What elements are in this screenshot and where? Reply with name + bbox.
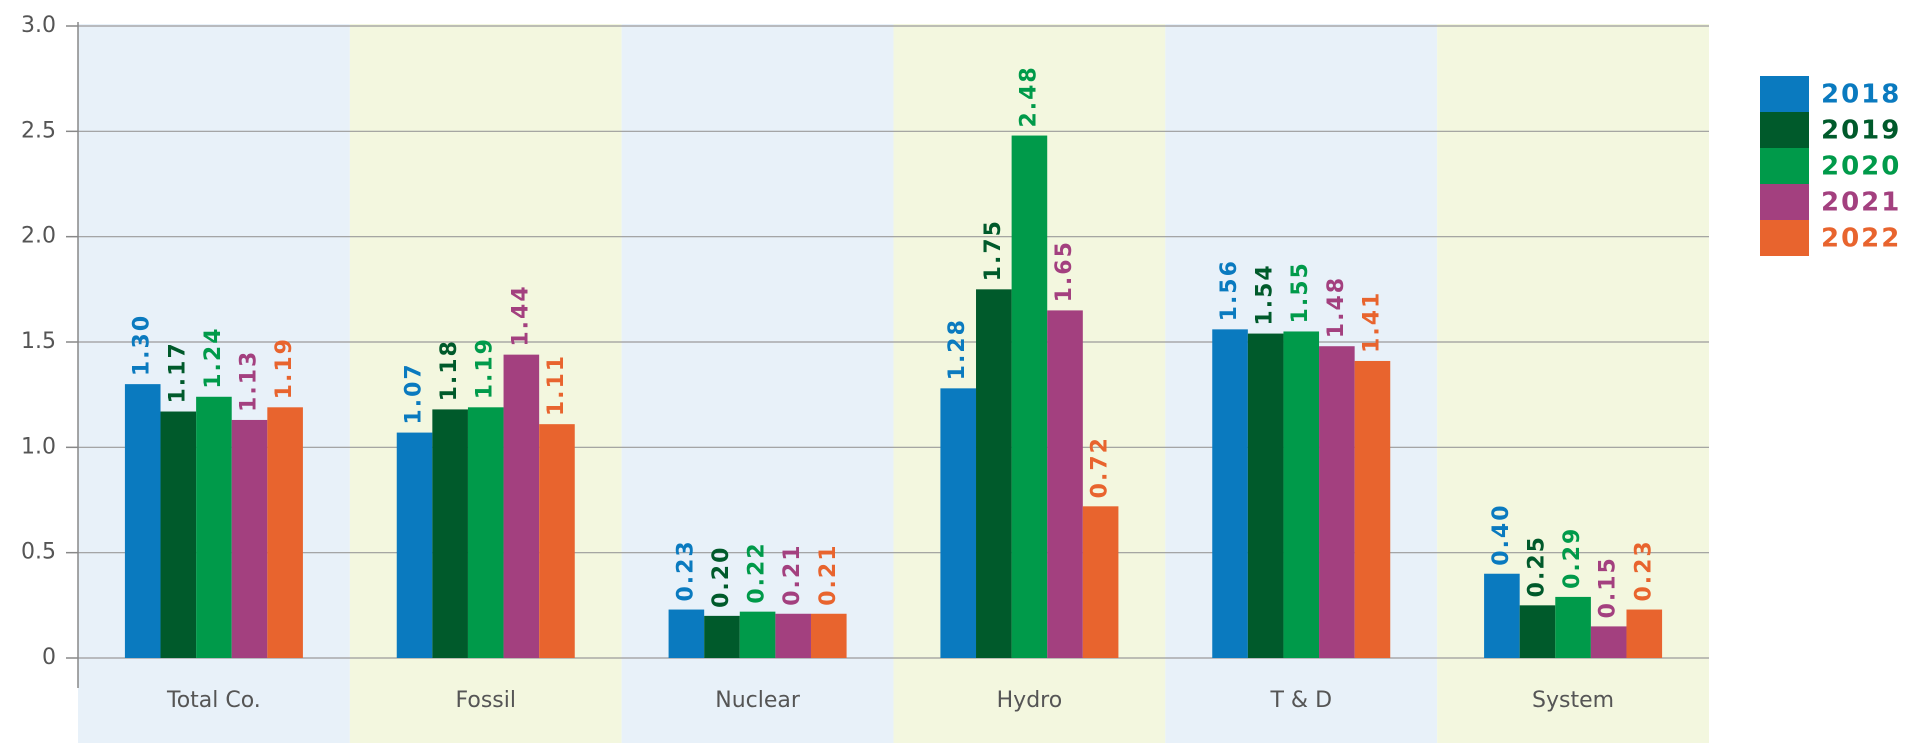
bar [396, 432, 433, 658]
value-label: 1.48 [1324, 276, 1349, 338]
value-label: 2.48 [1016, 65, 1041, 127]
bar [775, 613, 811, 658]
bar [1247, 333, 1284, 658]
bar [467, 407, 504, 658]
value-label: 1.75 [981, 219, 1006, 281]
value-label: 1.44 [508, 284, 533, 346]
bar [1555, 596, 1591, 658]
bar [267, 407, 303, 658]
value-label: 0.23 [673, 539, 698, 601]
value-label: 0.15 [1596, 556, 1621, 618]
value-label: 1.56 [1217, 259, 1242, 321]
value-label: 0.23 [1631, 539, 1656, 601]
bar [1011, 135, 1048, 659]
value-label: 1.07 [402, 362, 427, 424]
bar [1354, 360, 1391, 658]
value-label: 0.20 [709, 546, 734, 608]
legend-label: 2022 [1821, 224, 1901, 254]
y-tick-label: 2.0 [21, 224, 56, 249]
value-label: 0.72 [1088, 436, 1113, 498]
value-label: 1.30 [130, 314, 155, 376]
x-tick-label: T & D [1269, 688, 1332, 713]
legend-swatch [1760, 220, 1809, 256]
y-tick-label: 3.0 [21, 13, 56, 38]
y-tick-label: 1.5 [21, 329, 56, 354]
value-label: 0.21 [780, 543, 805, 605]
x-tick-label: System [1532, 688, 1614, 713]
legend-label: 2019 [1821, 116, 1901, 146]
bar [196, 396, 232, 658]
bar [940, 388, 977, 658]
bar [1319, 346, 1355, 658]
value-label: 1.54 [1253, 263, 1278, 325]
legend-swatch [1760, 184, 1809, 220]
value-label: 1.19 [272, 337, 297, 399]
y-tick-label: 2.5 [21, 118, 56, 143]
bar [1484, 573, 1520, 658]
bar [539, 424, 575, 658]
x-tick-label: Hydro [997, 688, 1063, 713]
y-tick-label: 0 [42, 645, 56, 670]
y-tick-label: 1.0 [21, 434, 56, 459]
value-label: 0.21 [816, 543, 841, 605]
x-tick-label: Total Co. [166, 688, 261, 713]
value-label: 1.24 [201, 326, 226, 388]
value-label: 0.29 [1560, 527, 1585, 589]
bar [1283, 331, 1320, 658]
bar [124, 384, 161, 658]
bar [160, 411, 197, 658]
bar [1047, 310, 1083, 658]
bar [231, 419, 268, 658]
value-label: 1.65 [1052, 240, 1077, 302]
legend-label: 2021 [1821, 188, 1901, 218]
value-label: 0.40 [1489, 503, 1514, 565]
legend-swatch [1760, 148, 1809, 184]
value-label: 1.17 [165, 341, 190, 403]
value-label: 1.11 [544, 354, 569, 416]
value-label: 1.19 [473, 337, 498, 399]
x-tick-label: Nuclear [715, 688, 801, 713]
legend-label: 2020 [1821, 152, 1901, 182]
legend-swatch [1760, 112, 1809, 148]
bar [1082, 506, 1119, 658]
bar [1519, 605, 1556, 658]
bar [1626, 609, 1663, 658]
value-label: 1.13 [237, 350, 262, 412]
x-tick-label: Fossil [456, 688, 516, 713]
legend-swatch [1760, 76, 1809, 112]
value-label: 0.25 [1524, 535, 1549, 597]
y-tick-label: 0.5 [21, 540, 56, 565]
bar [810, 613, 847, 658]
value-label: 1.41 [1359, 291, 1384, 353]
value-label: 1.55 [1288, 261, 1313, 323]
bar [503, 354, 540, 658]
bar [739, 611, 776, 658]
bar [1590, 626, 1627, 658]
bar [668, 609, 705, 658]
value-label: 0.22 [745, 541, 770, 603]
bar [704, 615, 740, 658]
bar [976, 289, 1012, 658]
value-label: 1.28 [945, 318, 970, 380]
bar [1212, 329, 1248, 658]
bar [432, 409, 468, 658]
legend-label: 2018 [1821, 80, 1901, 110]
value-label: 1.18 [437, 339, 462, 401]
